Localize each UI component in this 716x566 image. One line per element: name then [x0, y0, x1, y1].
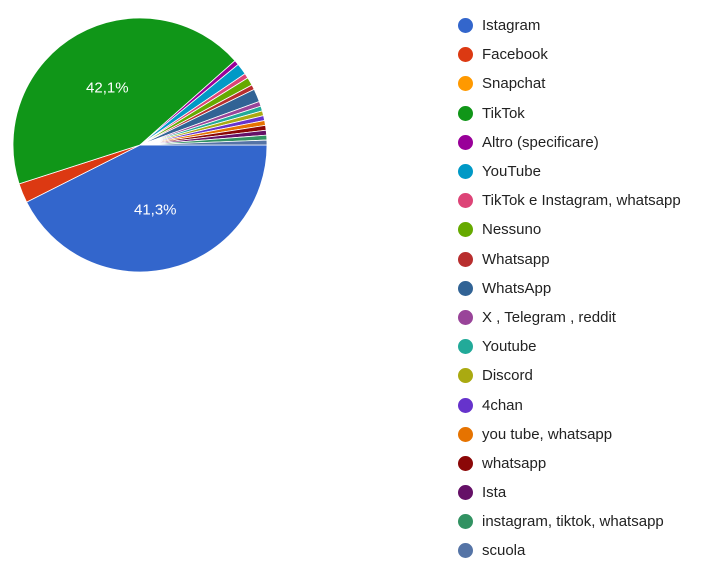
legend-swatch: [458, 309, 473, 325]
legend-swatch: [458, 397, 473, 413]
legend-item-6: TikTok e Instagram, whatsapp: [458, 186, 716, 215]
pie-slice-3: [12, 17, 236, 185]
legend-item-2: Snapchat: [458, 69, 716, 98]
legend-swatch: [458, 134, 473, 150]
legend-item-0: Istagram: [458, 11, 716, 40]
legend-item-4: Altro (specificare): [458, 128, 716, 157]
legend-swatch: [458, 105, 473, 121]
legend-swatch: [458, 543, 473, 559]
legend-label: Facebook: [482, 46, 548, 64]
legend-item-18: scuola: [458, 536, 716, 565]
legend-swatch: [458, 485, 473, 501]
legend-item-16: Ista: [458, 478, 716, 507]
legend-item-10: X , Telegram , reddit: [458, 303, 716, 332]
legend-swatch: [458, 251, 473, 267]
legend-swatch: [458, 47, 473, 63]
legend-label: Youtube: [482, 338, 537, 356]
legend-swatch: [458, 193, 473, 209]
legend-label: scuola: [482, 542, 526, 560]
legend-label: you tube, whatsapp: [482, 425, 613, 443]
legend-item-17: instagram, tiktok, whatsapp: [458, 507, 716, 536]
legend-label: Istagram: [482, 17, 541, 35]
legend-swatch: [458, 280, 473, 296]
legend-swatch: [458, 455, 473, 471]
chart-legend: Istagram Facebook Snapchat TikTok Altro (spe…: [458, 11, 716, 566]
legend-item-15: whatsapp: [458, 449, 716, 478]
legend-label: TikTok: [482, 104, 525, 122]
legend-item-8: Whatsapp: [458, 245, 716, 274]
legend-item-11: Youtube: [458, 332, 716, 361]
legend-swatch: [458, 76, 473, 92]
legend-item-3: TikTok: [458, 99, 716, 128]
legend-label: Ista: [482, 484, 507, 502]
pie-slice-18: [139, 139, 268, 146]
legend-item-5: YouTube: [458, 157, 716, 186]
legend-item-9: WhatsApp: [458, 274, 716, 303]
legend-label: Nessuno: [482, 221, 542, 239]
legend-label: TikTok e Instagram, whatsapp: [482, 192, 681, 210]
legend-swatch: [458, 426, 473, 442]
legend-label: X , Telegram , reddit: [482, 308, 616, 326]
legend-item-12: Discord: [458, 361, 716, 390]
pie-slice-0: [26, 144, 268, 273]
pie-chart-plot: 41,3% 42,1%: [12, 17, 268, 273]
legend-label: Altro (specificare): [482, 133, 599, 151]
legend-label: whatsapp: [482, 454, 547, 472]
legend-swatch: [458, 18, 473, 34]
legend-swatch: [458, 164, 473, 180]
pie-slice-label-3: 42,1%: [86, 80, 129, 97]
pie-slice-label-0: 41,3%: [134, 201, 177, 218]
legend-swatch: [458, 222, 473, 238]
legend-item-13: 4chan: [458, 390, 716, 419]
legend-swatch: [458, 368, 473, 384]
legend-label: YouTube: [482, 163, 541, 181]
pie-chart: 41,3% 42,1% Istagram Facebook Snapchat TikTo…: [12, 17, 681, 559]
legend-item-7: Nessuno: [458, 215, 716, 244]
legend-label: Whatsapp: [482, 250, 550, 268]
legend-item-14: you tube, whatsapp: [458, 420, 716, 449]
legend-label: 4chan: [482, 396, 523, 414]
legend-label: Discord: [482, 367, 533, 385]
legend-label: instagram, tiktok, whatsapp: [482, 513, 664, 531]
legend-swatch: [458, 514, 473, 530]
legend-swatch: [458, 339, 473, 355]
legend-label: WhatsApp: [482, 279, 552, 297]
legend-label: Snapchat: [482, 75, 546, 93]
legend-item-1: Facebook: [458, 40, 716, 69]
